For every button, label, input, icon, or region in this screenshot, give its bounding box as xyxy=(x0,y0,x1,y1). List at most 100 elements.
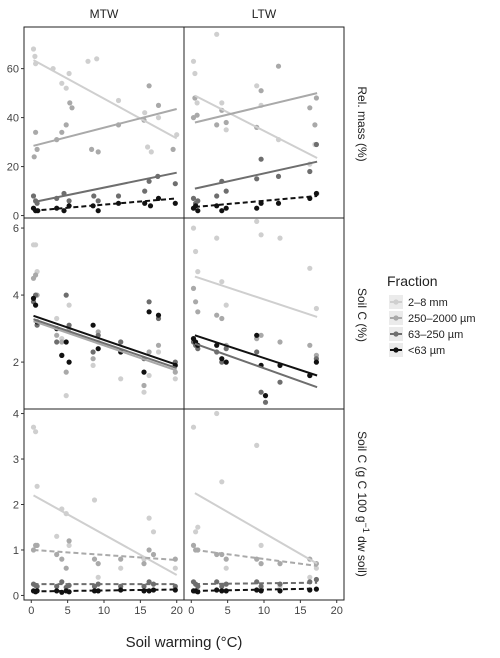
legend-key-point xyxy=(393,299,399,305)
legend-key-point xyxy=(393,331,399,337)
y-tick-label: 0 xyxy=(13,211,19,223)
data-point xyxy=(307,574,313,580)
data-point xyxy=(146,349,152,355)
data-point xyxy=(223,556,229,562)
data-point xyxy=(115,200,122,206)
data-point xyxy=(254,556,260,562)
row-label-soil-c-mass-main: Soil C (g C 100 g xyxy=(355,431,369,522)
x-tick-label: 20 xyxy=(331,605,343,617)
fit-line xyxy=(194,160,318,190)
data-point xyxy=(90,356,96,362)
y-tick-label: 1 xyxy=(13,545,19,557)
data-point xyxy=(95,561,101,567)
data-point xyxy=(258,156,264,162)
data-point xyxy=(30,46,37,52)
legend-title: Fraction xyxy=(387,273,438,289)
data-point xyxy=(172,369,178,375)
y-tick-label: 2 xyxy=(13,357,19,369)
data-point xyxy=(90,362,96,368)
data-point xyxy=(214,342,220,348)
data-point xyxy=(155,102,162,108)
data-point xyxy=(214,235,220,241)
data-point xyxy=(214,410,220,417)
fit-line xyxy=(194,549,318,567)
data-point xyxy=(262,399,269,405)
data-point xyxy=(118,556,124,562)
row-label-soil-c-mass: Soil C (g C 100 g−1 dw soil) xyxy=(355,431,371,577)
data-point xyxy=(313,565,319,571)
data-point xyxy=(30,295,37,301)
data-point xyxy=(91,497,98,503)
data-point xyxy=(54,332,60,338)
row-label-soil-c-percent: Soil C (%) xyxy=(355,288,369,342)
data-point xyxy=(30,193,37,199)
data-point xyxy=(115,193,122,199)
data-point xyxy=(54,551,60,558)
facet-label-mtw: MTW xyxy=(90,7,119,21)
data-point xyxy=(190,195,197,201)
data-point xyxy=(31,154,37,160)
data-point xyxy=(219,279,225,285)
data-point xyxy=(34,583,40,590)
data-point xyxy=(59,339,65,345)
data-point xyxy=(95,208,101,214)
data-point xyxy=(190,58,197,64)
fit-line xyxy=(194,275,318,318)
data-point xyxy=(190,285,197,291)
data-point xyxy=(174,132,180,138)
fit-line xyxy=(194,492,318,565)
data-point xyxy=(254,218,260,224)
data-point xyxy=(54,583,60,590)
legend-label: 250–2000 µm xyxy=(408,313,476,325)
data-point xyxy=(190,225,197,231)
data-point xyxy=(219,479,225,485)
data-point xyxy=(118,587,124,593)
data-point xyxy=(155,115,162,121)
data-point xyxy=(141,588,147,594)
data-point xyxy=(63,565,69,571)
data-point xyxy=(146,83,152,89)
x-tick-label: 0 xyxy=(28,605,34,617)
data-point xyxy=(172,376,178,382)
x-axis-title: Soil warming (°C) xyxy=(126,634,243,651)
legend-items: 2–8 mm 250–2000 µm 63–250 µm <63 µm xyxy=(389,295,476,357)
y-tick-label: 60 xyxy=(7,64,19,76)
data-point xyxy=(90,322,96,328)
data-point xyxy=(94,56,100,62)
y-tick-label: 3 xyxy=(13,454,19,466)
data-point xyxy=(277,561,283,567)
data-point xyxy=(63,339,69,345)
data-point xyxy=(141,561,147,567)
fit-line xyxy=(33,494,178,576)
data-point xyxy=(33,129,39,135)
data-point xyxy=(33,272,39,278)
panel-mtw-row2 xyxy=(23,408,185,601)
data-point xyxy=(91,588,98,594)
data-point xyxy=(194,112,200,118)
data-point xyxy=(307,265,313,271)
data-point xyxy=(146,299,152,305)
data-point xyxy=(150,529,157,535)
x-tick-label: 15 xyxy=(294,605,306,617)
data-point xyxy=(262,393,269,399)
data-point xyxy=(195,524,201,530)
data-point xyxy=(195,309,201,315)
data-point xyxy=(146,372,152,379)
data-point xyxy=(90,349,96,355)
data-point xyxy=(63,393,69,399)
data-point xyxy=(95,346,101,352)
data-point xyxy=(307,105,313,111)
data-point xyxy=(33,302,39,308)
data-point xyxy=(69,105,75,111)
data-point xyxy=(214,193,220,199)
data-point xyxy=(147,203,154,209)
panel-ltw-row2 xyxy=(183,408,345,601)
data-point xyxy=(223,205,229,211)
fit-line xyxy=(194,334,318,377)
fit-line xyxy=(33,171,177,204)
data-point xyxy=(223,119,229,126)
data-point xyxy=(277,339,283,345)
data-point xyxy=(66,70,72,77)
data-point xyxy=(195,269,201,275)
